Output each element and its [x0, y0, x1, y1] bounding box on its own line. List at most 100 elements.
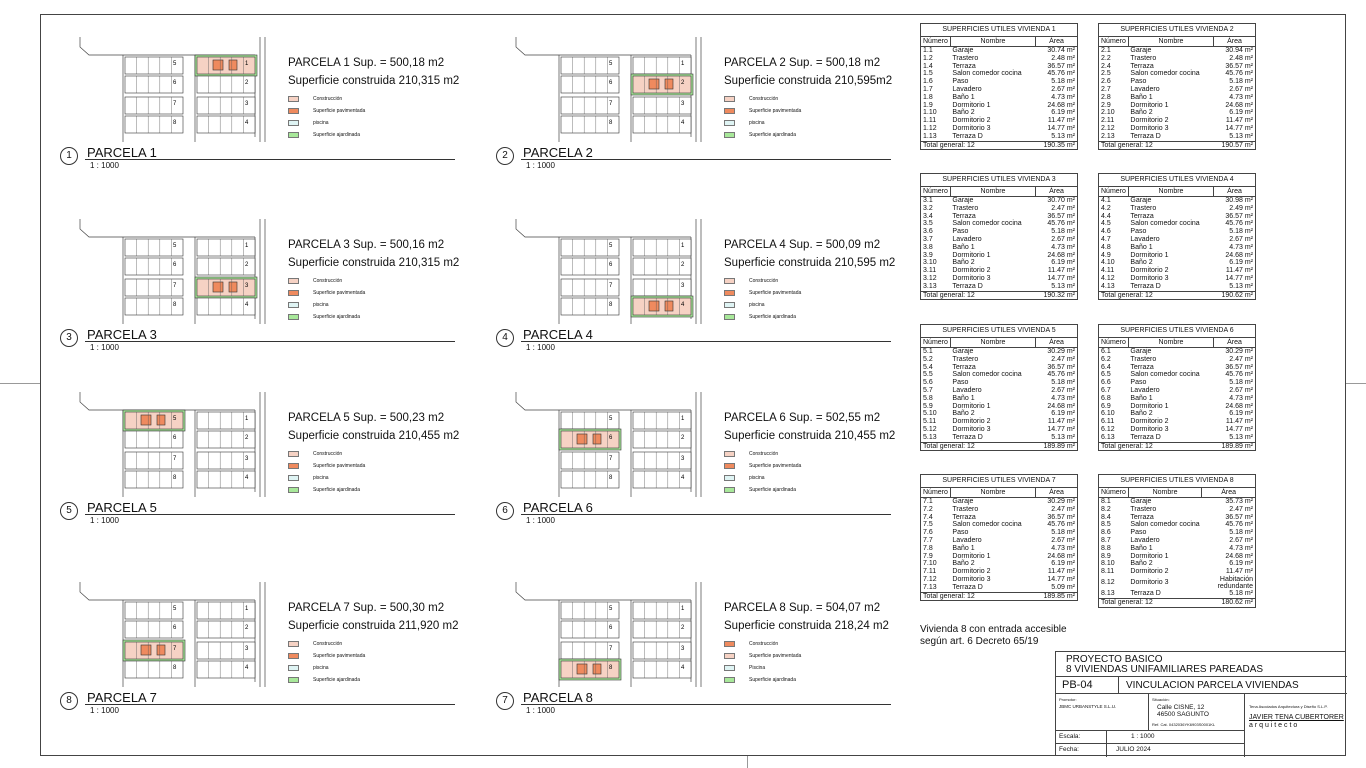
house-number: 8 [173, 475, 177, 481]
house-number: 5 [173, 606, 177, 612]
table-row: 2.9 Dormitorio 1 24.68 m² [1099, 102, 1256, 110]
table-row: 3.5 Salon comedor cocina 45.76 m² [921, 220, 1078, 228]
room-area: 2.67 m² [1229, 235, 1253, 243]
table-row: 8.7 Lavadero 2.67 m² [1099, 537, 1256, 545]
room-number: 7.6 [923, 529, 933, 537]
legend-label: Construcción [313, 96, 343, 102]
room-area: 2.67 m² [1051, 235, 1075, 243]
table-row: 8.6 Paso 5.18 m² [1099, 529, 1256, 537]
room-name: Salon comedor cocina [952, 521, 1022, 529]
house-number: 3 [245, 456, 249, 462]
table-row: 2.10 Baño 2 6.19 m² [1099, 109, 1256, 117]
house-block-5: 5 [560, 238, 620, 257]
table-header-row: Número Nombre Área [1098, 487, 1256, 498]
parcel-plan: 1 2 3 4 5 6 7 8 [511, 37, 709, 142]
room-area: 45.76 m² [1225, 521, 1253, 529]
room-name: Trastero [952, 355, 979, 363]
table-row: 6.11 Dormitorio 2 11.47 m² [1099, 418, 1256, 426]
sheet-code: PB-04 [1062, 679, 1093, 691]
fecha-value: JULIO 2024 [1116, 746, 1151, 753]
house-outline [632, 96, 692, 115]
site-boundary [79, 37, 266, 142]
house-number: 3 [245, 283, 249, 289]
house-number: 1 [681, 606, 685, 612]
legend-label: Superficie ajardinada [749, 487, 796, 493]
table-row: 5.9 Dormitorio 1 24.68 m² [921, 403, 1078, 411]
project-subtitle: 8 VIVIENDAS UNIFAMILIARES PAREADAS [1066, 664, 1264, 675]
house-block-4: 4 [632, 470, 692, 489]
table-total-row: Total general: 12 189.89 m² [920, 441, 1078, 451]
legend-swatch [288, 290, 299, 296]
room-area: 35.73 m² [1225, 498, 1253, 505]
house-number: 7 [609, 101, 613, 107]
table-total-row: Total general: 12 189.89 m² [1098, 441, 1256, 451]
legend: Construcción Superficie pavimentada piscin… [288, 638, 365, 686]
house-block-1: 1 [632, 238, 692, 257]
parcel-built-area: Superficie construida 211,920 m2 [288, 620, 459, 632]
room-area: 11.47 m² [1225, 568, 1253, 576]
house-number: 6 [609, 80, 613, 86]
house-block-3: 3 [196, 641, 256, 660]
room-number: 8.9 [1101, 552, 1111, 560]
house-outline [632, 238, 692, 257]
room-number: 8.10 [1101, 560, 1115, 568]
legend-swatch [288, 475, 299, 481]
room-name: Garaje [1130, 498, 1152, 505]
table-row: 4.5 Salon comedor cocina 45.76 m² [1099, 220, 1256, 228]
tb-divider [1244, 693, 1245, 757]
table-row: 7.10 Baño 2 6.19 m² [921, 560, 1078, 568]
legend-swatch [724, 302, 735, 308]
site-boundary [79, 392, 266, 497]
house-block-6: 6 [560, 75, 620, 94]
house-outline [632, 641, 692, 660]
table-total-row: Total general: 12 190.32 m² [920, 290, 1078, 300]
room-area: 36.57 m² [1225, 212, 1253, 220]
parcel-name: PARCELA 2 [523, 145, 593, 160]
parcel-plan: 1 2 3 4 5 6 7 8 [75, 219, 273, 324]
col-header-nombre: Nombre [949, 487, 1037, 498]
house-block-1: 1 [194, 54, 258, 77]
promotor-label: Promotor: [1059, 697, 1077, 702]
table-row: 7.9 Dormitorio 1 24.68 m² [921, 553, 1078, 561]
site-boundary [515, 219, 702, 324]
parcel-plan: 1 2 3 4 5 6 7 8 [511, 392, 709, 497]
room-area: 2.49 m² [1229, 204, 1253, 212]
house-outline [632, 660, 692, 679]
room-name: Trastero [1130, 54, 1157, 62]
title-underline [85, 341, 455, 342]
room-name: Baño 1 [1130, 243, 1153, 251]
table-row: 5.13 Terraza D 5.13 m² [921, 434, 1078, 442]
title-underline [85, 514, 455, 515]
parcel-view-number: 7 [496, 692, 514, 710]
house-number: 7 [609, 456, 613, 462]
parcel-panel-1: 1 2 3 4 5 6 7 8 PARCELA 1 Sup. = 500,18 m2 Superf… [45, 35, 465, 200]
room-area: 36.57 m² [1225, 363, 1253, 371]
house-block-8: 8 [560, 297, 620, 316]
legend-item: Superficie ajardinada [724, 484, 801, 496]
table-header-row: Número Nombre Área [1098, 186, 1256, 197]
house-number: 5 [609, 243, 613, 249]
legend-item: piscina [288, 662, 365, 674]
house-block-5: 5 [560, 411, 620, 430]
room-name: Terraza [952, 62, 976, 70]
legend-label: Construcción [749, 278, 779, 284]
room-area: 36.57 m² [1047, 62, 1075, 70]
col-header-area: Área [1035, 487, 1078, 498]
house-outline [560, 297, 620, 316]
room-number: 4.6 [1101, 228, 1111, 236]
house-number: 4 [245, 665, 249, 671]
table-row: 8.1 Garaje 35.73 m² [1099, 498, 1256, 506]
room-name: Garaje [952, 348, 974, 355]
paved-area [140, 644, 152, 656]
legend-swatch [724, 108, 735, 114]
table-row: 1.11 Dormitorio 2 11.47 m² [921, 117, 1078, 125]
room-area: 2.47 m² [1051, 355, 1075, 363]
legend-item: Superficie ajardinada [724, 129, 801, 141]
table-row: 2.13 Terraza D 5.13 m² [1099, 133, 1256, 141]
room-area: 14.77 m² [1225, 274, 1253, 282]
legend-item: Construcción [288, 93, 365, 105]
parcel-built-area: Superficie construida 210,595 m2 [724, 257, 896, 269]
room-area: 14.77 m² [1047, 274, 1075, 282]
house-outline [632, 470, 692, 489]
room-area: 2.47 m² [1229, 505, 1253, 513]
